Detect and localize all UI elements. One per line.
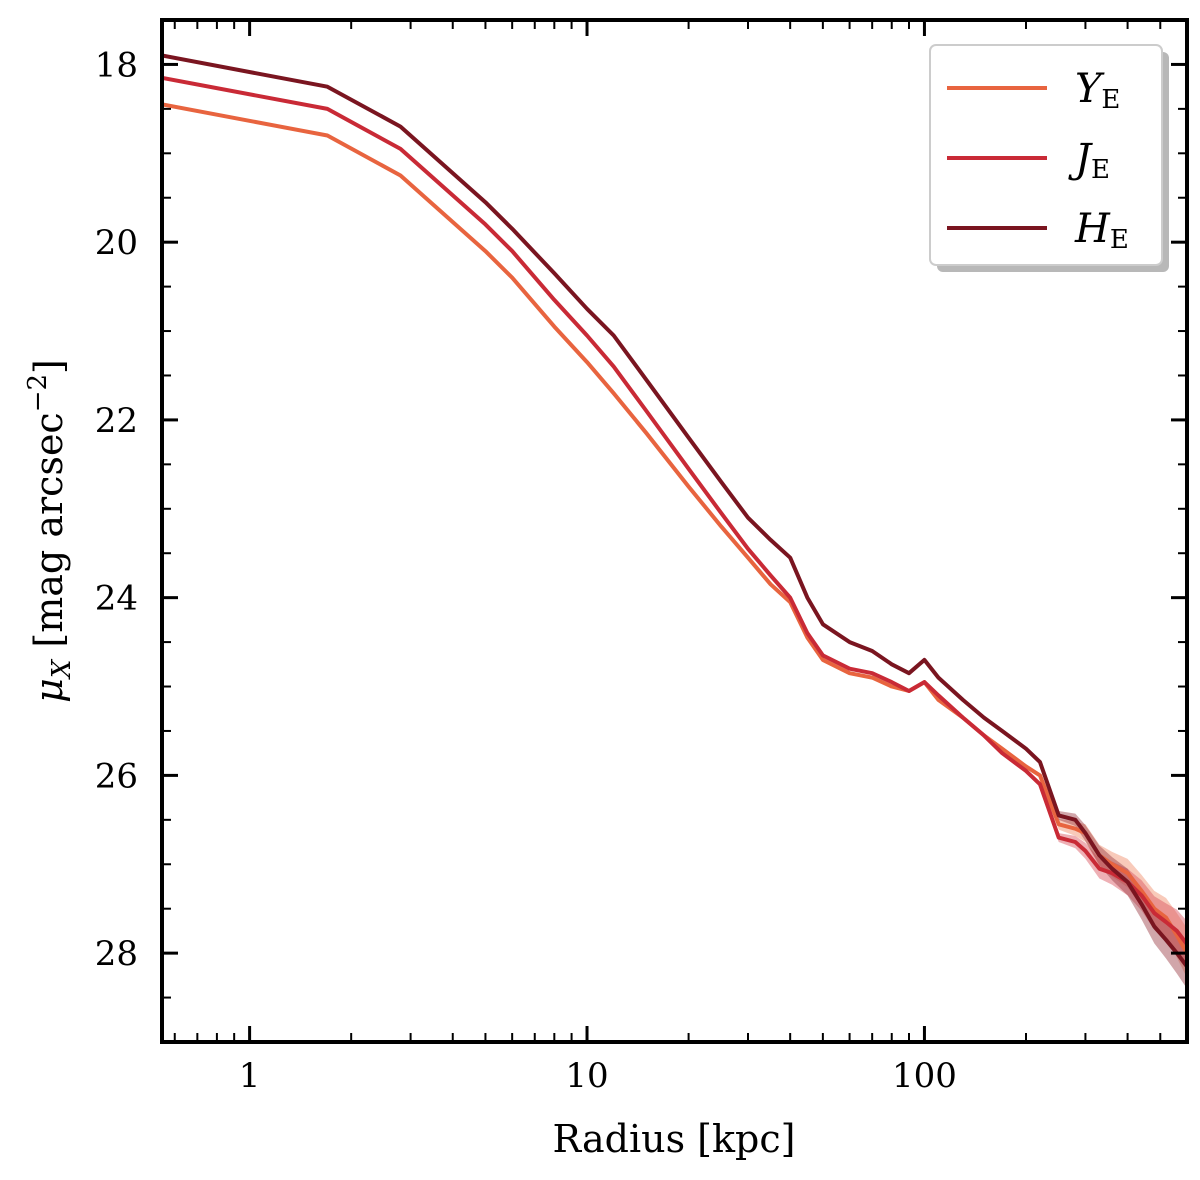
y-tick-label: 24 [95,579,138,619]
x-tick-label: 10 [565,1056,608,1096]
x-tick-label: 1 [239,1056,261,1096]
plot-frame [160,18,1189,1044]
x-axis-label: Radius [kpc] [553,1117,796,1161]
y-label-exponent: −2 [23,374,53,412]
y-label-close: ] [27,359,71,374]
series-line-h [162,53,1187,968]
legend-box [929,44,1163,266]
legend-label-h: HE [1074,206,1129,255]
series-lines [162,53,1187,968]
y-label-units: [mag arcsec [27,412,71,659]
series-line-j [162,75,1187,946]
x-tick-label: 100 [892,1056,957,1096]
y-label-subscript: X [47,658,77,680]
y-label-symbol: μ [27,678,71,703]
y-tick-label: 20 [95,223,138,263]
legend-label-y: YE [1075,66,1120,115]
y-tick-label: 22 [95,401,138,441]
y-tick-label: 26 [95,756,138,796]
y-tick-label: 28 [95,934,138,974]
y-axis-label: μX [mag arcsec−2] [23,359,77,703]
axis-tick-labels: 1 10 100 18 20 22 24 26 28 [95,45,957,1096]
y-tick-label: 18 [95,45,138,85]
